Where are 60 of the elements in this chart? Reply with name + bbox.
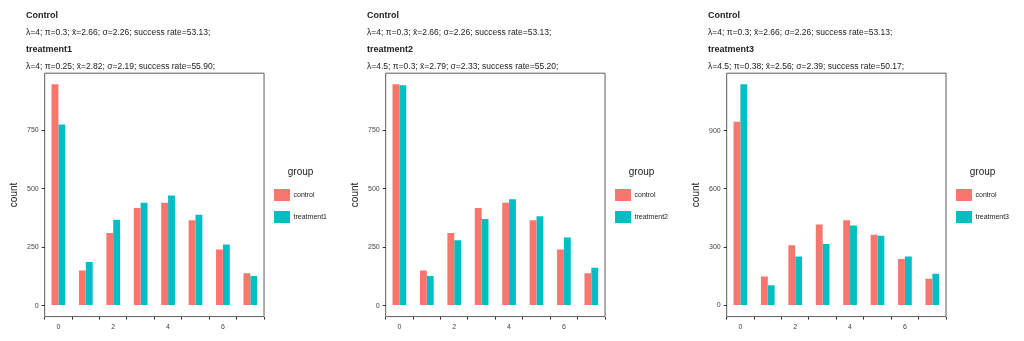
bar: [133, 208, 141, 306]
legend-title: group: [287, 165, 314, 177]
text: treatment2: [367, 44, 414, 54]
text: λ=4; π=0.25; x̄=2.82; σ=2.19; success rate=55.90;: [26, 61, 217, 71]
text: λ=4.5; π=0.38; x̄=2.56; σ=2.39; success rate=50.17;: [708, 61, 906, 71]
bar: [168, 195, 175, 306]
bar: [843, 220, 851, 306]
bar: [767, 285, 775, 306]
chart-title: Control: [26, 10, 59, 20]
bar: [795, 256, 803, 306]
bar: [591, 267, 599, 306]
y-axis-title: count: [348, 182, 360, 208]
bar: [740, 84, 748, 306]
chart-title: Control: [708, 10, 741, 20]
bar: [195, 214, 203, 306]
bar: [898, 258, 905, 306]
bar: [502, 202, 510, 306]
bar: [447, 233, 455, 306]
bar: [140, 202, 148, 306]
bar: [161, 202, 169, 306]
bar: [78, 270, 86, 306]
bar: [509, 199, 516, 306]
bar: [877, 235, 885, 306]
bar: [481, 219, 489, 306]
y-axis-title: count: [7, 182, 19, 208]
bar: [399, 85, 407, 306]
bar: [419, 270, 427, 306]
bar: [85, 262, 93, 306]
bar: [454, 240, 462, 306]
text: treatment3: [708, 44, 755, 54]
chart-subtitle: λ=4; π=0.3; x̄=2.66; σ=2.26; success rate=53.13;: [367, 27, 553, 37]
bar: [58, 124, 66, 306]
bar: [216, 249, 223, 306]
chart-subtitle: λ=4; π=0.3; x̄=2.66; σ=2.26; success rate=53.13;: [26, 27, 212, 37]
chart-subtitle: λ=4; π=0.3; x̄=2.66; σ=2.26; success rate=53.13;: [708, 27, 894, 37]
bar: [815, 224, 823, 306]
chart-title: Control: [367, 10, 400, 20]
bar: [932, 273, 940, 306]
bar: [904, 256, 912, 306]
bar: [243, 273, 251, 306]
bar: [250, 275, 258, 306]
bar: [563, 237, 571, 306]
bar: [925, 278, 933, 306]
bar: [584, 273, 592, 306]
bar: [850, 225, 857, 306]
legend-title: group: [969, 165, 996, 177]
text: λ=4.5; π=0.3; x̄=2.79; σ=2.33; success rate=55.20;: [367, 61, 560, 71]
bar: [106, 233, 114, 306]
bar: [536, 216, 544, 306]
bar: [822, 243, 830, 306]
bar: [557, 249, 564, 306]
bar: [474, 208, 482, 306]
bar: [113, 219, 121, 306]
text: treatment1: [26, 44, 73, 54]
legend-title: group: [628, 165, 655, 177]
bar: [426, 276, 434, 306]
bar: [760, 276, 768, 306]
bar: [788, 245, 796, 306]
y-axis-title: count: [689, 182, 701, 208]
bar: [222, 244, 230, 306]
